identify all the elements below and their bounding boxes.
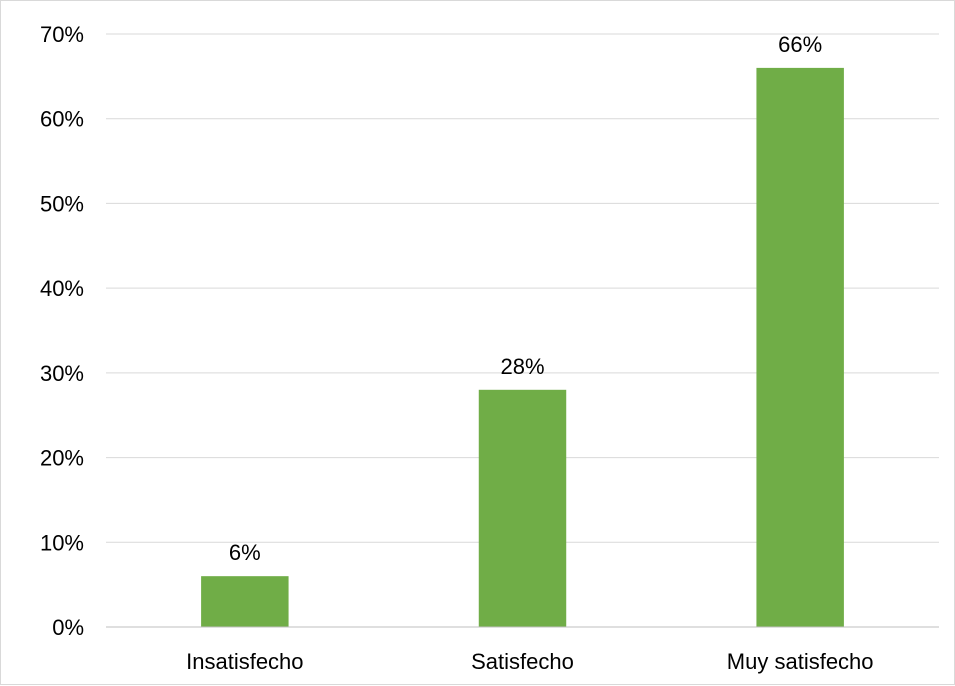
data-label: 6% (229, 540, 261, 565)
gridlines (106, 33, 939, 543)
category-label: Insatisfecho (186, 649, 303, 674)
category-label: Satisfecho (471, 649, 574, 674)
data-label: 66% (778, 32, 822, 57)
bars (201, 67, 844, 627)
y-tick-label: 0% (52, 615, 84, 640)
bar-muy-satisfecho (756, 67, 844, 627)
y-tick-label: 50% (40, 191, 84, 216)
y-tick-label: 40% (40, 276, 84, 301)
bar-insatisfecho (201, 576, 289, 627)
y-tick-label: 70% (40, 22, 84, 47)
y-axis-tick-labels: 0% 10% 20% 30% 40% 50% 60% 70% (40, 22, 84, 640)
x-axis-category-labels: Insatisfecho Satisfecho Muy satisfecho (186, 649, 873, 674)
data-label: 28% (500, 354, 544, 379)
data-labels: 6% 28% 66% (229, 32, 822, 565)
y-tick-label: 60% (40, 107, 84, 132)
bar-satisfecho (478, 389, 567, 627)
category-label: Muy satisfecho (727, 649, 874, 674)
y-tick-label: 30% (40, 361, 84, 386)
y-tick-label: 20% (40, 446, 84, 471)
y-tick-label: 10% (40, 530, 84, 555)
